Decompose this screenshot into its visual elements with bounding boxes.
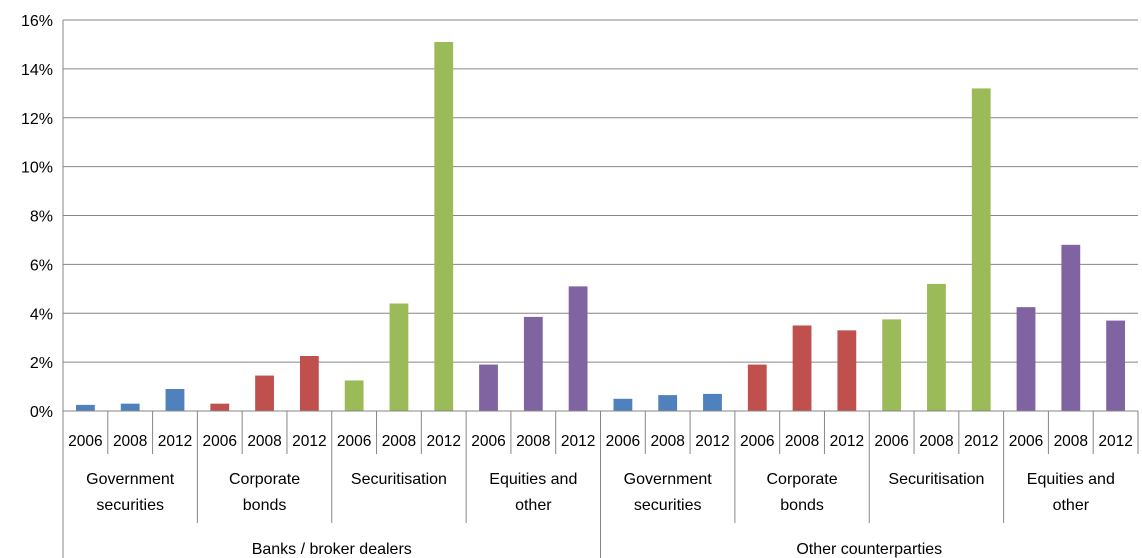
- bar: [971, 88, 991, 412]
- bar: [927, 283, 946, 411]
- group-label: Other counterparties: [796, 541, 942, 558]
- category-label: Equities and: [489, 471, 577, 488]
- bar: [299, 356, 319, 411]
- x-tick-year: 2008: [247, 433, 281, 450]
- x-tick-year: 2006: [68, 433, 102, 450]
- bar: [568, 286, 588, 411]
- x-tick-year: 2008: [382, 433, 416, 450]
- x-tick-year: 2006: [203, 433, 237, 450]
- y-tick-label: 6%: [30, 257, 53, 274]
- category-label: securities: [634, 497, 702, 514]
- x-tick-year: 2006: [740, 433, 774, 450]
- x-tick-year: 2008: [113, 433, 147, 450]
- category-label: Corporate: [766, 471, 837, 488]
- axes: [62, 20, 1139, 558]
- y-tick-label: 10%: [21, 160, 53, 177]
- gridlines: [63, 19, 1138, 363]
- x-tick-year: 2008: [1054, 433, 1088, 450]
- x-tick-year: 2006: [874, 433, 908, 450]
- category-label: other: [515, 497, 552, 514]
- bar: [1016, 307, 1036, 411]
- bar: [120, 403, 140, 411]
- bar: [389, 303, 409, 411]
- x-tick-year: 2008: [516, 433, 550, 450]
- x-tick-year: 2012: [964, 433, 998, 450]
- bar: [479, 364, 498, 411]
- y-tick-label: 8%: [30, 209, 53, 226]
- x-tick-year: 2012: [1098, 433, 1132, 450]
- x-tick-year: 2012: [830, 433, 864, 450]
- bar: [255, 375, 274, 411]
- x-tick-year: 2006: [337, 433, 371, 450]
- axis-labels: 0% 2% 4% 6% 8% 10% 12% 14% 16% 2006 2008 2012 Govern…: [21, 13, 1133, 558]
- y-tick-label: 2%: [30, 355, 53, 372]
- x-tick-year: 2006: [471, 433, 505, 450]
- category-label: securities: [96, 497, 164, 514]
- bar: [1061, 244, 1081, 411]
- category-label: Government: [86, 471, 175, 488]
- x-tick-year: 2008: [650, 433, 684, 450]
- category-label: Securitisation: [888, 471, 984, 488]
- category-label: Government: [624, 471, 713, 488]
- x-tick-year: 2008: [785, 433, 819, 450]
- x-tick-year: 2006: [1009, 433, 1043, 450]
- bar: [523, 316, 543, 411]
- x-tick-year: 2012: [426, 433, 460, 450]
- category-label: Securitisation: [351, 471, 447, 488]
- x-tick-year: 2012: [561, 433, 595, 450]
- bar: [747, 364, 767, 411]
- x-tick-year: 2012: [292, 433, 326, 450]
- category-label: bonds: [780, 497, 824, 514]
- bar: [613, 398, 633, 411]
- bar: [1106, 320, 1126, 411]
- bar: [344, 380, 364, 411]
- y-tick-label: 14%: [21, 62, 53, 79]
- y-tick-label: 16%: [21, 13, 53, 30]
- x-tick-year: 2012: [158, 433, 192, 450]
- bar: [210, 403, 230, 411]
- bar: [658, 395, 678, 411]
- bar: [837, 330, 857, 411]
- x-tick-year: 2008: [919, 433, 953, 450]
- bar: [792, 325, 812, 411]
- y-tick-label: 4%: [30, 306, 53, 323]
- y-tick-label: 12%: [21, 111, 53, 128]
- bar: [434, 41, 454, 412]
- bars: [75, 41, 1126, 412]
- x-tick-year: 2012: [695, 433, 729, 450]
- y-tick-label: 0%: [30, 404, 53, 421]
- category-label: bonds: [243, 497, 287, 514]
- x-tick-year: 2006: [606, 433, 640, 450]
- group-label: Banks / broker dealers: [252, 541, 412, 558]
- bar: [882, 319, 902, 411]
- bar: [703, 393, 722, 411]
- category-label: Corporate: [229, 471, 300, 488]
- bar: [165, 389, 185, 411]
- bar: [75, 404, 95, 411]
- category-label: other: [1053, 497, 1090, 514]
- category-label: Equities and: [1027, 471, 1115, 488]
